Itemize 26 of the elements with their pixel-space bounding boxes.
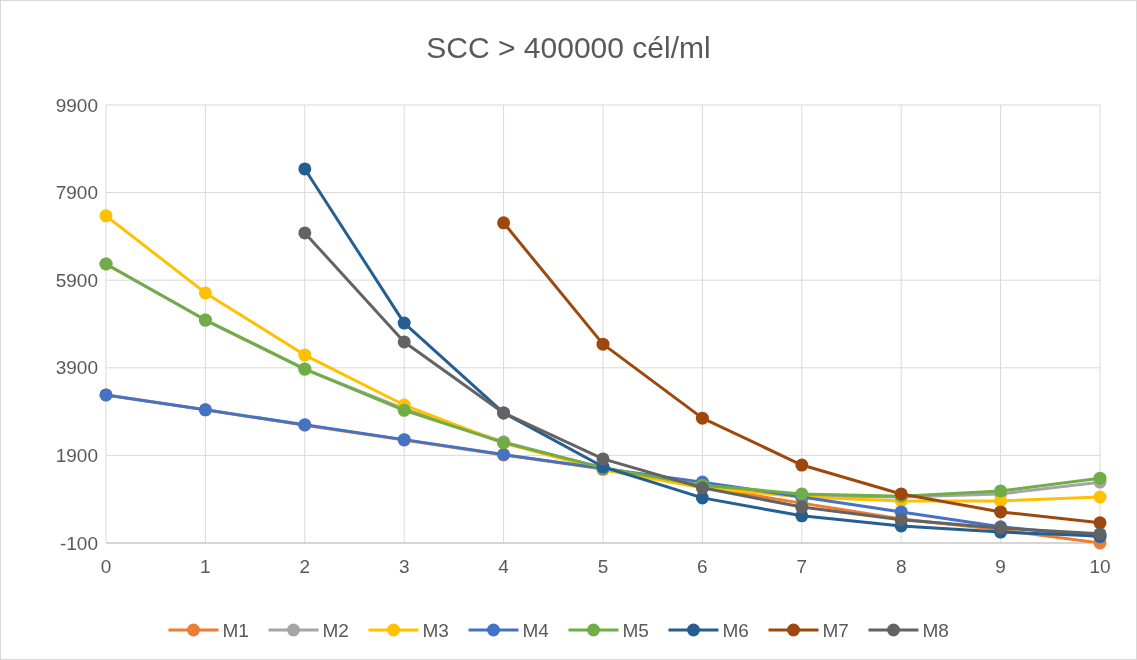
x-tick-label: 1: [200, 556, 211, 577]
y-tick-label: 3900: [55, 357, 98, 379]
x-tick-label: 5: [597, 556, 609, 577]
chart-title: SCC > 400000 cél/ml: [426, 31, 711, 64]
legend-label: M6: [722, 619, 749, 641]
legend-label: M2: [322, 619, 349, 641]
x-tick-label: 3: [398, 556, 410, 577]
legend-label: M7: [822, 619, 849, 641]
legend-label: M8: [922, 619, 949, 641]
y-tick-label: 5900: [55, 269, 98, 291]
legend-label: M5: [622, 619, 649, 641]
y-tick-label: 9900: [55, 94, 98, 116]
x-tick-label: 4: [498, 556, 510, 577]
x-tick-label: 10: [1089, 556, 1111, 577]
y-tick-label: 7900: [55, 182, 98, 204]
legend-label: M4: [522, 619, 550, 641]
y-tick-label: -100: [59, 532, 98, 554]
legend-label: M3: [422, 619, 449, 641]
y-tick-label: 1900: [55, 445, 98, 467]
x-tick-label: 6: [697, 556, 708, 577]
legend-label: M1: [222, 619, 249, 641]
x-tick-label: 2: [299, 556, 311, 577]
x-tick-label: 7: [796, 556, 808, 577]
x-tick-label: 0: [100, 556, 112, 577]
x-tick-label: 8: [895, 556, 907, 577]
x-tick-label: 9: [995, 556, 1006, 577]
